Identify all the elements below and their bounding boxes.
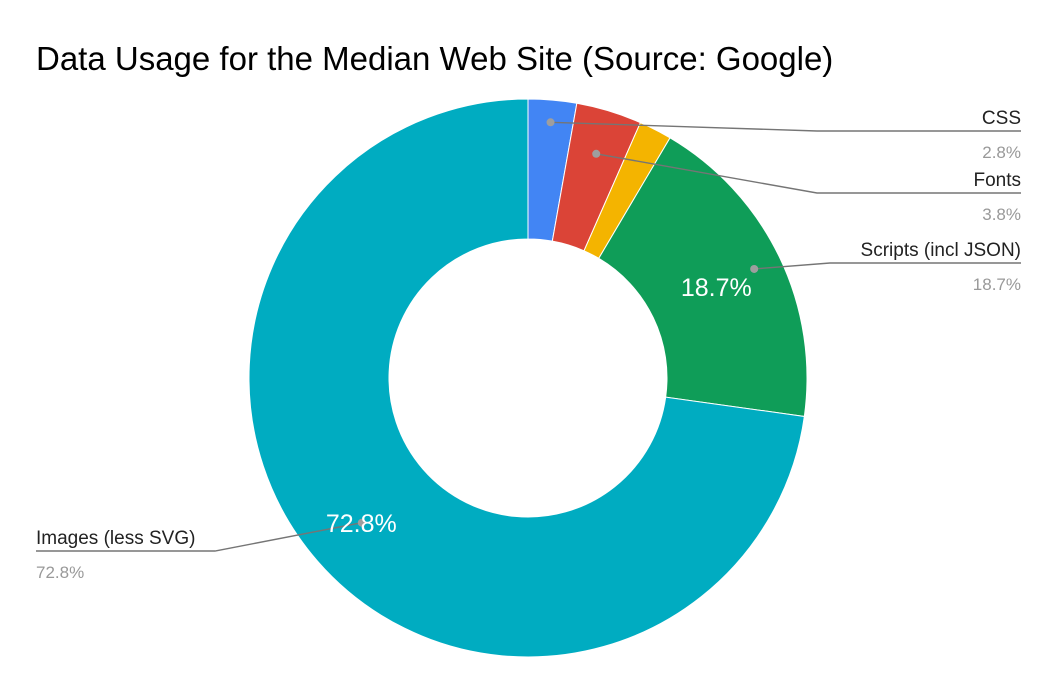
leader-dot-images-less-svg [357, 518, 366, 527]
slice-images-less-svg [248, 98, 805, 658]
inner-label-scripts-incl-json: 18.7% [681, 274, 752, 302]
leader-lines-group [36, 118, 1021, 552]
callout-value-scripts-incl-json: 18.7% [973, 275, 1021, 294]
callout-value-css: 2.8% [982, 143, 1021, 162]
labels-group: CSS 2.8% Fonts 3.8% 18.7% Scripts (incl JSON)… [36, 108, 1021, 582]
leader-line-fonts [596, 153, 1021, 194]
callout-name-scripts-incl-json: Scripts (incl JSON) [861, 240, 1021, 261]
leader-dot-scripts-incl-json [750, 264, 759, 273]
slices-group [248, 98, 808, 658]
leader-dot-css [546, 118, 555, 127]
callout-value-images-less-svg: 72.8% [36, 563, 84, 582]
leader-dot-fonts [592, 149, 601, 158]
callout-name-css: CSS [982, 108, 1021, 129]
inner-label-images-less-svg: 72.8% [326, 510, 397, 538]
slice-scripts-incl-json [598, 137, 808, 418]
chart-title: Data Usage for the Median Web Site (Sour… [36, 40, 833, 77]
leader-line-css [550, 121, 1021, 132]
callout-name-images-less-svg: Images (less SVG) [36, 528, 195, 549]
callout-name-fonts: Fonts [973, 170, 1021, 191]
leader-line-scripts-incl-json [754, 262, 1021, 270]
leader-line-images-less-svg [36, 522, 362, 552]
callout-value-fonts: 3.8% [982, 205, 1021, 224]
